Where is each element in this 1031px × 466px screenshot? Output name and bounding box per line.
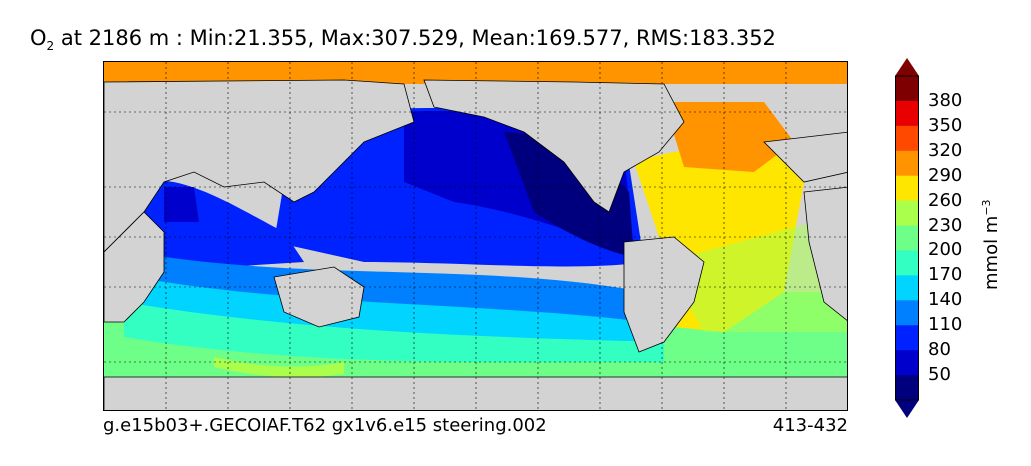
title-species: O bbox=[30, 26, 47, 50]
colorbar-segment bbox=[895, 100, 919, 127]
colorbar-tick-label: 350 bbox=[928, 114, 963, 136]
graticule bbox=[104, 62, 847, 410]
colorbar-segment bbox=[895, 225, 919, 251]
atlantic-south-green bbox=[664, 222, 847, 332]
title-species-subscript: 2 bbox=[46, 39, 55, 54]
colorbar-segment bbox=[895, 350, 919, 376]
colorbar-tick-label: 170 bbox=[928, 264, 963, 286]
colorbar-segment bbox=[895, 175, 919, 202]
colorbar-min-arrow bbox=[895, 400, 919, 418]
colorbar-tick-label: 140 bbox=[928, 289, 963, 311]
colorbar-tick-label: 290 bbox=[928, 164, 963, 186]
colorbar-tick-label: 260 bbox=[928, 189, 963, 211]
colorbar-max-arrow bbox=[895, 58, 919, 76]
colorbar-segment bbox=[895, 200, 919, 227]
colorbar-tick-label: 380 bbox=[928, 89, 963, 111]
case-label: g.e15b03+.GECOIAF.T62 gx1v6.e15 steering… bbox=[103, 415, 547, 436]
colorbar bbox=[895, 58, 919, 418]
sub-antarctic-yellow-band bbox=[214, 357, 344, 378]
south-america bbox=[623, 236, 705, 353]
colorbar-segment bbox=[895, 300, 919, 326]
colorbar-segment bbox=[895, 150, 919, 177]
map-title: O2 at 2186 m : Min:21.355, Max:307.529, … bbox=[30, 26, 776, 53]
europe bbox=[763, 131, 847, 183]
colorbar-segments bbox=[895, 58, 919, 418]
colorbar-tick-label: 110 bbox=[928, 314, 963, 336]
land-masses bbox=[104, 79, 847, 410]
colorbar-unit: mmol m−3 bbox=[980, 199, 1002, 290]
colorbar-segment bbox=[895, 76, 919, 102]
africa-east bbox=[803, 186, 847, 321]
colorbar-tick-label: 200 bbox=[928, 239, 963, 261]
band-aqua bbox=[124, 302, 664, 363]
antarctica bbox=[104, 376, 847, 410]
indian-north bbox=[164, 187, 199, 222]
colorbar-segment bbox=[895, 325, 919, 351]
pacific-deepest bbox=[504, 132, 634, 257]
colorbar-segment bbox=[895, 125, 919, 152]
colorbar-segment bbox=[895, 250, 919, 276]
colorbar-unit-text: mmol m bbox=[981, 215, 1002, 290]
australia bbox=[273, 266, 365, 328]
map-canvas bbox=[104, 62, 847, 410]
colorbar-segment bbox=[895, 275, 919, 301]
north-america bbox=[423, 79, 685, 213]
colorbar-unit-exponent: −3 bbox=[980, 199, 993, 216]
ocean-map bbox=[103, 61, 848, 411]
years-label: 413-432 bbox=[772, 415, 848, 436]
colorbar-border bbox=[895, 75, 919, 401]
colorbar-tick-label: 50 bbox=[928, 364, 951, 386]
colorbar-tick-label: 230 bbox=[928, 214, 963, 236]
colorbar-segment bbox=[895, 375, 919, 401]
colorbar-tick-label: 320 bbox=[928, 139, 963, 161]
north-atlantic bbox=[664, 102, 794, 172]
title-stats: at 2186 m : Min:21.355, Max:307.529, Mea… bbox=[54, 26, 776, 50]
colorbar-tick-label: 80 bbox=[928, 339, 951, 361]
